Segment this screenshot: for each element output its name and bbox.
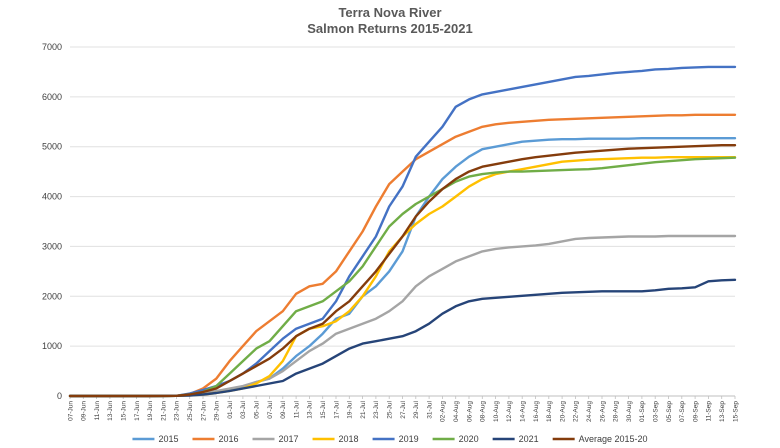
x-tick-label: 09-Jul	[280, 400, 287, 418]
chart-subtitle: Salmon Returns 2015-2021	[307, 21, 472, 36]
legend-label: 2016	[218, 434, 238, 444]
y-tick-label: 0	[57, 391, 62, 401]
y-tick-label: 3000	[42, 241, 62, 251]
x-tick-label: 15-Jul	[320, 400, 327, 418]
x-tick-label: 17-Jun	[134, 401, 141, 421]
x-tick-label: 11-Jun	[94, 401, 101, 421]
series-lines	[68, 65, 737, 398]
x-tick-label: 27-Jul	[400, 400, 407, 418]
x-tick-label: 25-Jun	[187, 401, 194, 421]
legend-label: 2018	[339, 434, 359, 444]
x-tick-label: 22-Aug	[573, 401, 580, 422]
x-tick-label: 28-Aug	[613, 401, 620, 422]
series-line-2015	[68, 136, 737, 398]
x-tick-label: 29-Jul	[413, 400, 420, 418]
x-tick-label: 27-Jun	[200, 401, 207, 421]
legend-label: 2015	[158, 434, 178, 444]
y-tick-label: 7000	[42, 42, 62, 52]
x-tick-label: 20-Aug	[559, 401, 566, 422]
x-tick-label: 11-Jul	[293, 400, 300, 418]
y-tick-label: 2000	[42, 291, 62, 301]
x-tick-label: 15-Jun	[120, 401, 127, 421]
series-line-2021	[68, 278, 737, 398]
x-tick-label: 09-Jun	[81, 401, 88, 421]
y-axis-ticks: 0 1000 2000 3000 4000 5000 6000 7000	[42, 42, 62, 401]
x-tick-label: 05-Sep	[666, 401, 673, 422]
x-tick-label: 05-Jul	[254, 400, 261, 418]
x-tick-label: 03-Sep	[653, 401, 660, 422]
y-tick-label: 6000	[42, 92, 62, 102]
chart-title: Terra Nova River	[338, 5, 441, 20]
x-tick-label: 01-Sep	[639, 401, 646, 422]
series-line-2017	[68, 234, 737, 398]
gridlines	[70, 46, 735, 397]
x-tick-label: 21-Jun	[160, 401, 167, 421]
x-tick-label: 18-Aug	[546, 401, 553, 422]
x-tick-label: 08-Aug	[480, 401, 487, 422]
x-tick-label: 13-Sep	[719, 401, 726, 422]
legend-label: 2021	[519, 434, 539, 444]
legend-label: 2019	[399, 434, 419, 444]
x-tick-label: 07-Jul	[267, 400, 274, 418]
x-tick-label: 13-Jun	[107, 401, 114, 421]
x-tick-label: 24-Aug	[586, 401, 593, 422]
x-tick-label: 15-Sep	[732, 401, 739, 422]
x-tick-label: 26-Aug	[599, 401, 606, 422]
x-tick-label: 30-Aug	[626, 401, 633, 422]
x-tick-label: 14-Aug	[520, 401, 527, 422]
x-tick-label: 19-Jun	[147, 401, 154, 421]
y-tick-label: 5000	[42, 142, 62, 152]
y-tick-label: 1000	[42, 341, 62, 351]
x-tick-label: 21-Jul	[360, 400, 367, 418]
x-tick-label: 07-Sep	[679, 401, 686, 422]
x-tick-label: 19-Jul	[347, 400, 354, 418]
legend-label: 2017	[279, 434, 299, 444]
legend-label: Average 2015-20	[579, 434, 648, 444]
x-tick-label: 10-Aug	[493, 401, 500, 422]
y-tick-label: 4000	[42, 192, 62, 202]
x-tick-label: 23-Jun	[174, 401, 181, 421]
x-tick-label: 17-Jul	[333, 400, 340, 418]
series-line-2016	[68, 113, 737, 398]
x-axis-ticks: 07-Jun 09-Jun 11-Jun 13-Jun 15-Jun 17-Jun 19-J…	[67, 396, 739, 422]
x-tick-label: 04-Aug	[453, 401, 460, 422]
x-tick-label: 01-Jul	[227, 400, 234, 418]
x-tick-label: 16-Aug	[533, 401, 540, 422]
legend-label: 2020	[459, 434, 479, 444]
x-tick-label: 03-Jul	[240, 400, 247, 418]
x-tick-label: 07-Jun	[67, 401, 74, 421]
x-tick-label: 02-Aug	[440, 401, 447, 422]
legend: 2015 2016 2017 2018 2019 2020 2021 Average 2015…	[132, 434, 648, 444]
x-tick-label: 25-Jul	[387, 400, 394, 418]
series-line-2018	[68, 155, 737, 398]
x-tick-label: 11-Sep	[706, 401, 713, 422]
x-tick-label: 29-Jun	[214, 401, 221, 421]
x-tick-label: 06-Aug	[466, 401, 473, 422]
series-line-average-2015-20	[68, 143, 737, 398]
x-tick-label: 13-Jul	[307, 400, 314, 418]
x-tick-label: 23-Jul	[373, 400, 380, 418]
x-tick-label: 31-Jul	[426, 400, 433, 418]
x-tick-label: 12-Aug	[506, 401, 513, 422]
series-line-2020	[68, 156, 737, 398]
x-tick-label: 09-Sep	[692, 401, 699, 422]
